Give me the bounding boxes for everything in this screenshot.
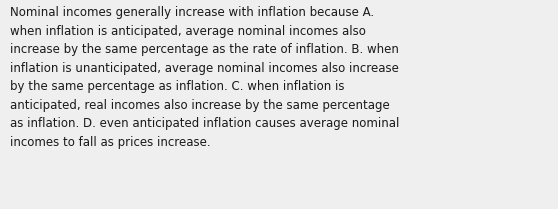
Text: Nominal incomes generally increase with inflation because A.
when inflation is a: Nominal incomes generally increase with … xyxy=(10,6,400,149)
